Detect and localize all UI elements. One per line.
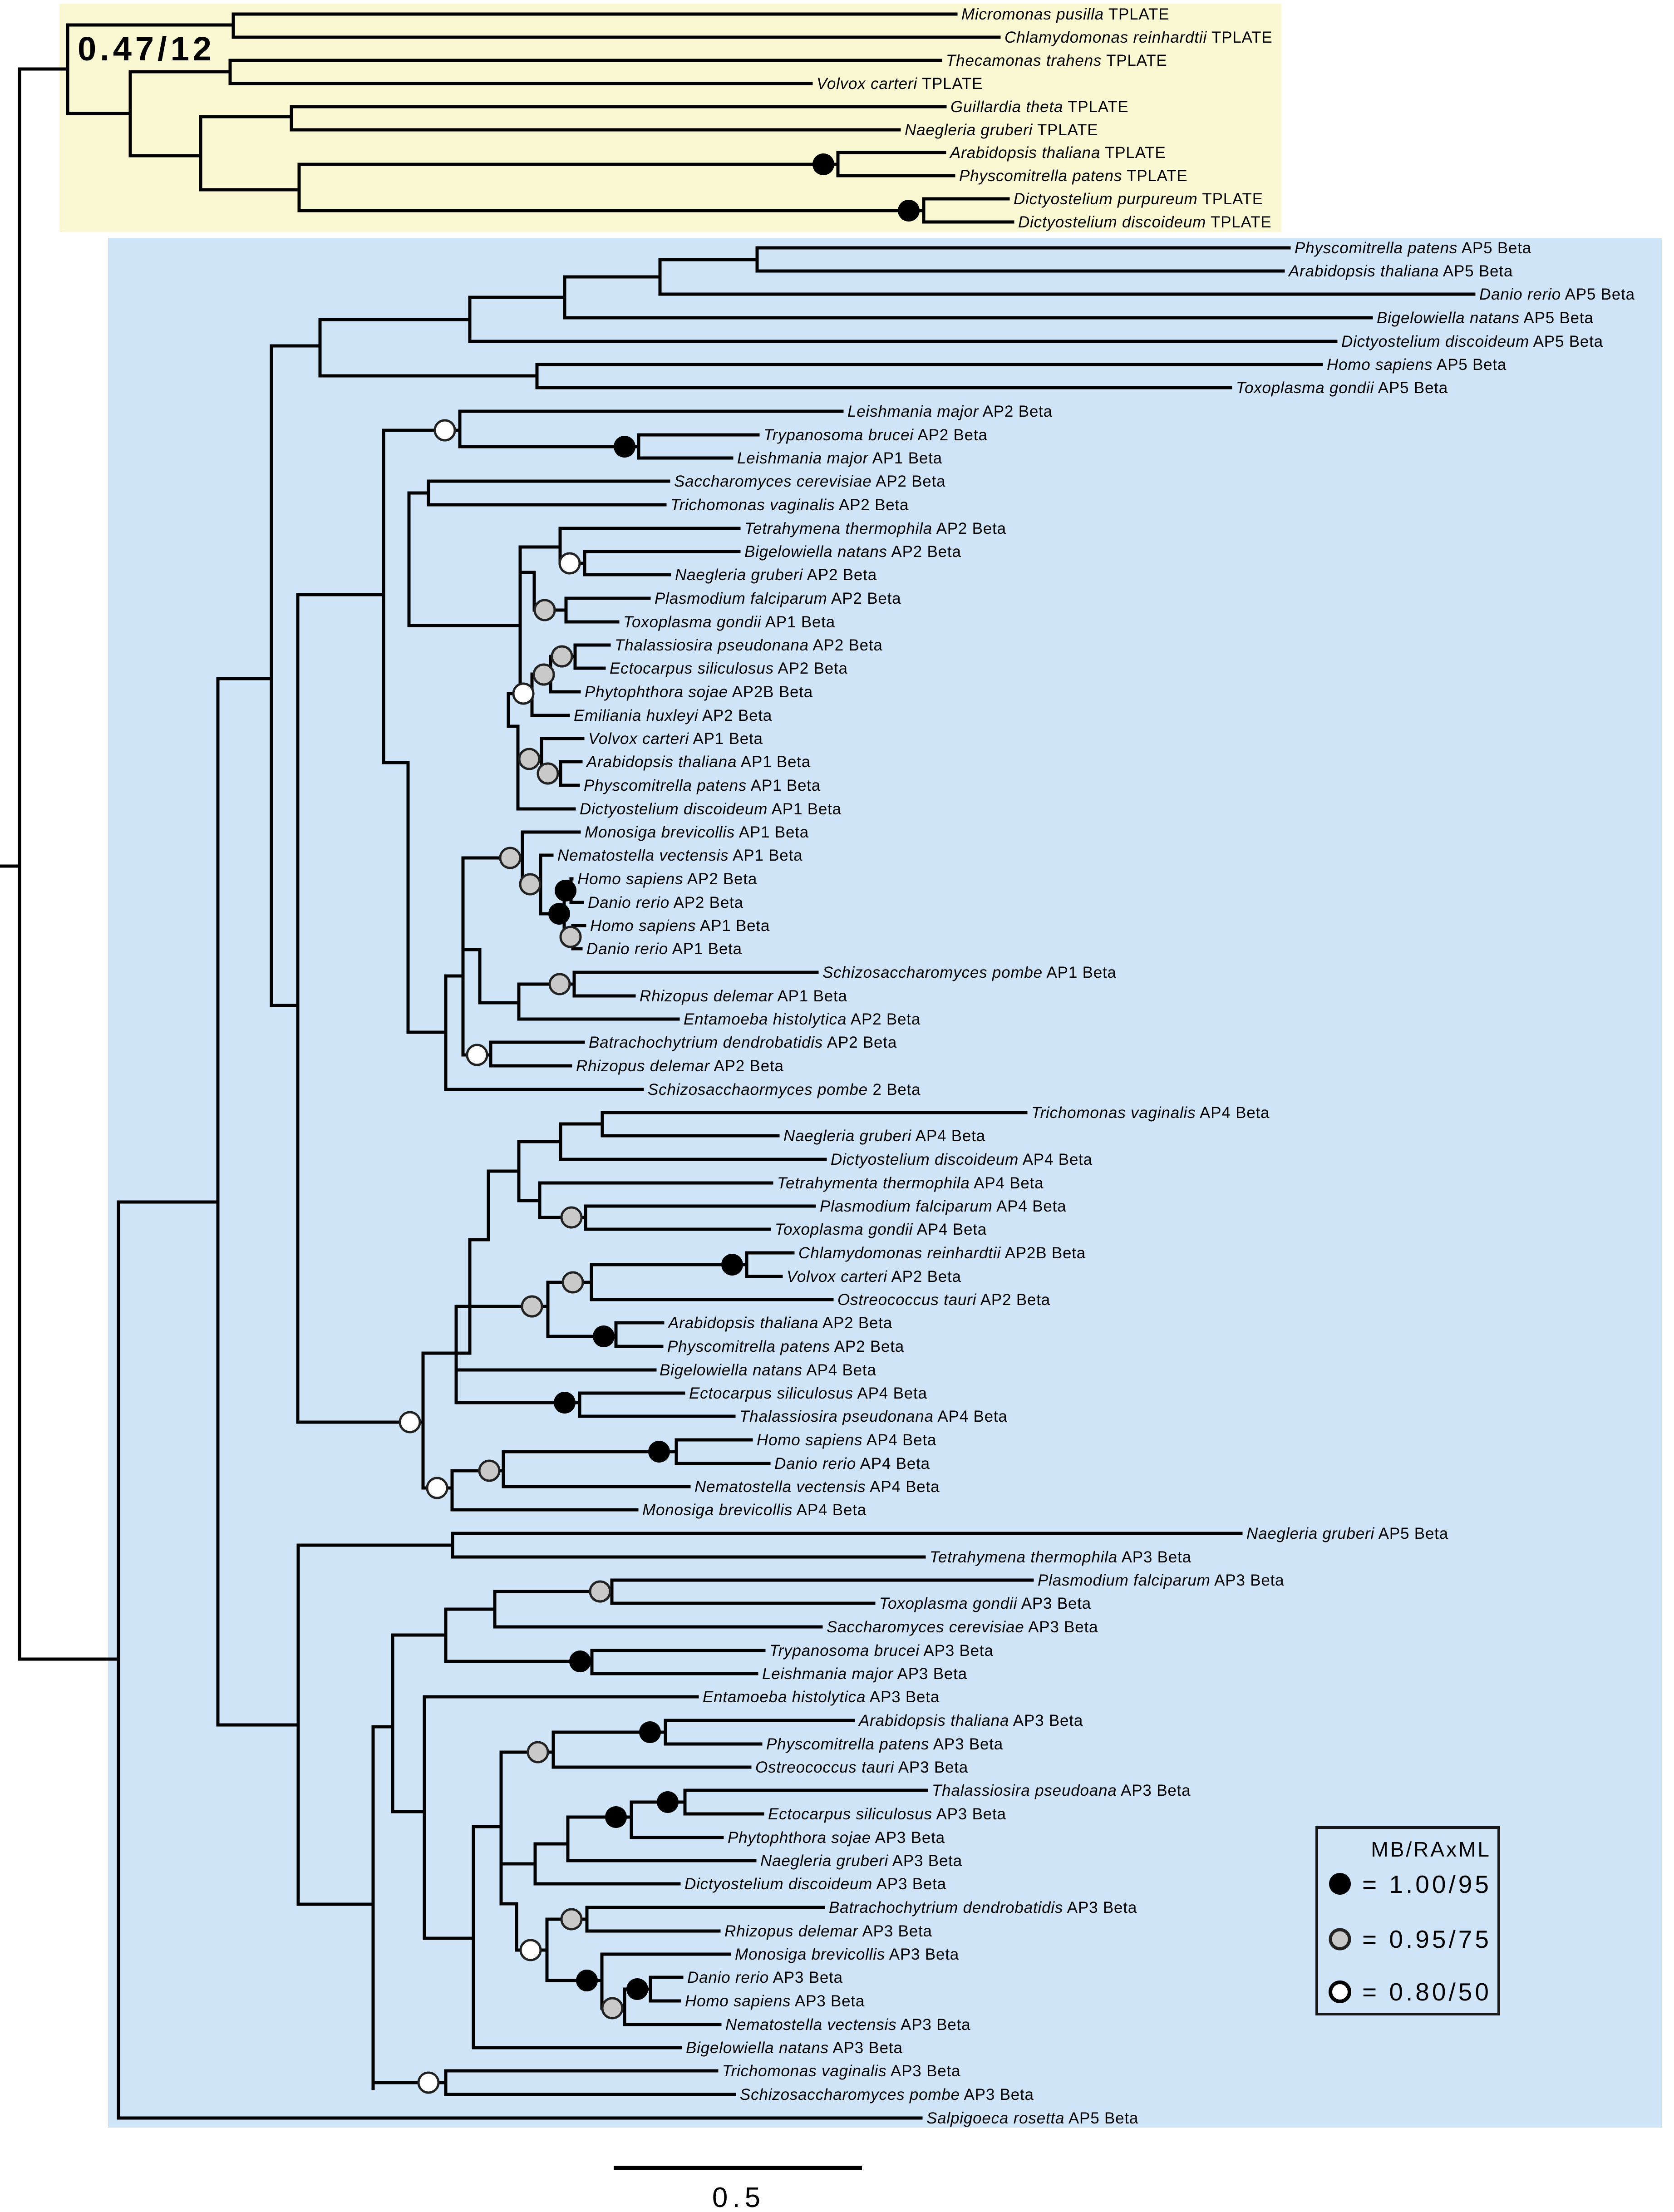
svg-text:Arabidopsis thaliana AP5 Beta: Arabidopsis thaliana AP5 Beta: [1288, 262, 1513, 280]
svg-text:Thecamonas trahens TPLATE: Thecamonas trahens TPLATE: [946, 52, 1167, 69]
svg-text:Bigelowiella natans AP5 Beta: Bigelowiella natans AP5 Beta: [1377, 309, 1594, 327]
svg-text:Dictyostelium discoideum AP3 B: Dictyostelium discoideum AP3 Beta: [684, 1875, 946, 1893]
svg-text:Danio rerio AP3 Beta: Danio rerio AP3 Beta: [687, 1969, 843, 1986]
svg-text:Danio rerio AP5 Beta: Danio rerio AP5 Beta: [1479, 286, 1635, 303]
svg-text:Naegleria gruberi AP5 Beta: Naegleria gruberi AP5 Beta: [1246, 1525, 1448, 1542]
svg-text:Nematostella vectensis AP1 Bet: Nematostella vectensis AP1 Beta: [557, 847, 803, 864]
svg-text:Danio rerio AP2 Beta: Danio rerio AP2 Beta: [588, 894, 743, 911]
svg-text:Phytophthora sojae AP2B Beta: Phytophthora sojae AP2B Beta: [585, 683, 813, 701]
svg-text:Bigelowiella natans AP2 Beta: Bigelowiella natans AP2 Beta: [744, 543, 961, 561]
svg-text:Naegleria gruberi AP4 Beta: Naegleria gruberi AP4 Beta: [783, 1127, 985, 1145]
svg-text:Volvox carteri TPLATE: Volvox carteri TPLATE: [817, 75, 983, 93]
svg-text:Arabidopsis thaliana AP1 Beta: Arabidopsis thaliana AP1 Beta: [586, 753, 811, 771]
svg-text:Trypanosoma brucei AP3 Beta: Trypanosoma brucei AP3 Beta: [769, 1642, 994, 1660]
svg-text:Entamoeba histolytica AP2 Beta: Entamoeba histolytica AP2 Beta: [684, 1010, 921, 1028]
svg-text:Emiliania huxleyi AP2 Beta: Emiliania huxleyi AP2 Beta: [574, 707, 772, 724]
svg-text:Homo sapiens AP5 Beta: Homo sapiens AP5 Beta: [1327, 356, 1507, 374]
svg-text:Dictyostelium discoideum AP1 B: Dictyostelium discoideum AP1 Beta: [580, 800, 842, 818]
svg-text:Homo sapiens AP2 Beta: Homo sapiens AP2 Beta: [577, 870, 757, 888]
svg-text:Thalassiosira pseudoana AP3 Be: Thalassiosira pseudoana AP3 Beta: [932, 1782, 1191, 1799]
svg-text:Arabidopsis thaliana AP3 Beta: Arabidopsis thaliana AP3 Beta: [858, 1712, 1083, 1729]
svg-text:Ectocarpus siliculosus AP2 Bet: Ectocarpus siliculosus AP2 Beta: [610, 660, 848, 677]
svg-text:0.5: 0.5: [712, 2182, 765, 2212]
svg-text:Ectocarpus siliculosus AP4 Bet: Ectocarpus siliculosus AP4 Beta: [689, 1384, 927, 1402]
svg-text:Batrachochytrium dendrobatidis: Batrachochytrium dendrobatidis AP2 Beta: [589, 1034, 897, 1051]
svg-text:= 1.00/95: = 1.00/95: [1362, 1870, 1492, 1898]
svg-text:Naegleria gruberi AP3 Beta: Naegleria gruberi AP3 Beta: [760, 1852, 962, 1870]
svg-text:Dictyostelium purpureum TPLATE: Dictyostelium purpureum TPLATE: [1014, 190, 1263, 208]
svg-text:0.47/12: 0.47/12: [78, 30, 215, 68]
svg-text:Thalassiosira pseudonana AP2 B: Thalassiosira pseudonana AP2 Beta: [615, 636, 883, 654]
svg-text:Naegleria gruberi AP2 Beta: Naegleria gruberi AP2 Beta: [675, 566, 877, 584]
svg-text:Danio rerio AP4 Beta: Danio rerio AP4 Beta: [774, 1455, 930, 1473]
svg-text:Plasmodium falciparum AP2 Beta: Plasmodium falciparum AP2 Beta: [655, 590, 901, 607]
svg-text:Arabidopsis thaliana AP2 Beta: Arabidopsis thaliana AP2 Beta: [667, 1314, 892, 1332]
svg-text:Ectocarpus siliculosus AP3 Bet: Ectocarpus siliculosus AP3 Beta: [768, 1805, 1006, 1823]
svg-text:Trichomonas vaginalis AP3 Beta: Trichomonas vaginalis AP3 Beta: [722, 2062, 960, 2080]
svg-text:Monosiga brevicollis AP1 Beta: Monosiga brevicollis AP1 Beta: [585, 823, 809, 841]
svg-text:Homo sapiens AP3 Beta: Homo sapiens AP3 Beta: [685, 1992, 865, 2010]
svg-text:Saccharomyces cerevisiae AP2 B: Saccharomyces cerevisiae AP2 Beta: [674, 473, 945, 490]
svg-text:Chlamydomonas reinhardtii TPLA: Chlamydomonas reinhardtii TPLATE: [1004, 29, 1272, 46]
svg-text:Ostreococcus tauri AP3 Beta: Ostreococcus tauri AP3 Beta: [755, 1759, 968, 1776]
svg-text:Physcomitrella patens TPLATE: Physcomitrella patens TPLATE: [959, 167, 1188, 185]
svg-text:Dictyostelium discoideum AP5 B: Dictyostelium discoideum AP5 Beta: [1341, 333, 1603, 350]
svg-text:Phytophthora sojae AP3 Beta: Phytophthora sojae AP3 Beta: [728, 1829, 945, 1847]
svg-text:Toxoplasma gondii AP5 Beta: Toxoplasma gondii AP5 Beta: [1236, 379, 1448, 397]
svg-text:Trypanosoma brucei AP2 Beta: Trypanosoma brucei AP2 Beta: [763, 426, 988, 444]
svg-text:Volvox carteri AP1 Beta: Volvox carteri AP1 Beta: [588, 730, 763, 748]
svg-text:Rhizopus delemar AP1 Beta: Rhizopus delemar AP1 Beta: [640, 987, 847, 1005]
svg-text:Monosiga brevicollis AP3 Beta: Monosiga brevicollis AP3 Beta: [735, 1946, 959, 1963]
svg-text:= 0.80/50: = 0.80/50: [1362, 1978, 1492, 2006]
svg-text:Chlamydomonas reinhardtii AP2B: Chlamydomonas reinhardtii AP2B Beta: [798, 1244, 1086, 1262]
svg-text:Saccharomyces cerevisiae AP3 B: Saccharomyces cerevisiae AP3 Beta: [827, 1618, 1098, 1636]
svg-text:Nematostella vectensis AP3 Bet: Nematostella vectensis AP3 Beta: [725, 2016, 970, 2034]
svg-text:Physcomitrella patens AP1 Beta: Physcomitrella patens AP1 Beta: [584, 777, 821, 794]
svg-text:Guillardia theta TPLATE: Guillardia theta TPLATE: [950, 98, 1129, 116]
svg-text:Micromonas pusilla TPLATE: Micromonas pusilla TPLATE: [961, 5, 1169, 23]
svg-text:Volvox carteri AP2 Beta: Volvox carteri AP2 Beta: [787, 1268, 961, 1286]
svg-text:Tetrahymena thermophila AP3 Be: Tetrahymena thermophila AP3 Beta: [930, 1548, 1191, 1566]
svg-text:Danio rerio AP1 Beta: Danio rerio AP1 Beta: [586, 940, 742, 958]
svg-text:Toxoplasma gondii AP4 Beta: Toxoplasma gondii AP4 Beta: [775, 1221, 987, 1238]
svg-text:Leishmania major AP3 Beta: Leishmania major AP3 Beta: [762, 1665, 967, 1683]
svg-text:Plasmodium falciparum AP3 Beta: Plasmodium falciparum AP3 Beta: [1038, 1572, 1284, 1589]
svg-text:Trichomonas vaginalis AP2 Beta: Trichomonas vaginalis AP2 Beta: [670, 496, 909, 514]
svg-text:Schizosaccharomyces pombe AP1: Schizosaccharomyces pombe AP1 Beta: [822, 964, 1117, 981]
svg-text:Rhizopus delemar AP3 Beta: Rhizopus delemar AP3 Beta: [724, 1922, 932, 1940]
svg-text:Physcomitrella patens AP5 Beta: Physcomitrella patens AP5 Beta: [1295, 239, 1531, 257]
svg-text:Thalassiosira pseudonana AP4 B: Thalassiosira pseudonana AP4 Beta: [739, 1408, 1008, 1425]
svg-text:Ostreococcus tauri AP2 Beta: Ostreococcus tauri AP2 Beta: [837, 1291, 1050, 1309]
svg-text:Naegleria gruberi TPLATE: Naegleria gruberi TPLATE: [905, 121, 1098, 139]
svg-text:Bigelowiella natans AP4 Beta: Bigelowiella natans AP4 Beta: [660, 1361, 876, 1379]
svg-text:Leishmania major AP1 Beta: Leishmania major AP1 Beta: [737, 449, 942, 467]
svg-text:Batrachochytrium dendrobatidis: Batrachochytrium dendrobatidis AP3 Beta: [829, 1899, 1137, 1916]
svg-text:Rhizopus delemar AP2 Beta: Rhizopus delemar AP2 Beta: [576, 1057, 784, 1075]
svg-text:Dictyostelium discoideum AP4 B: Dictyostelium discoideum AP4 Beta: [831, 1151, 1093, 1168]
svg-text:Schizosaccharomyces pombe AP3: Schizosaccharomyces pombe AP3 Beta: [740, 2086, 1034, 2104]
svg-text:Dictyostelium discoideum TPLAT: Dictyostelium discoideum TPLATE: [1018, 213, 1271, 231]
svg-text:Physcomitrella patens AP2 Beta: Physcomitrella patens AP2 Beta: [667, 1338, 904, 1355]
svg-text:Toxoplasma gondii AP1 Beta: Toxoplasma gondii AP1 Beta: [623, 613, 835, 631]
svg-text:Homo sapiens AP1 Beta: Homo sapiens AP1 Beta: [590, 917, 770, 935]
svg-text:Schizosacchaormyces pombe 2 Be: Schizosacchaormyces pombe 2 Beta: [648, 1081, 921, 1099]
svg-text:Monosiga brevicollis AP4 Beta: Monosiga brevicollis AP4 Beta: [642, 1501, 867, 1519]
svg-text:Nematostella vectensis AP4 Bet: Nematostella vectensis AP4 Beta: [694, 1478, 940, 1496]
svg-text:Tetrahymena thermophila AP2 Be: Tetrahymena thermophila AP2 Beta: [744, 520, 1006, 537]
svg-text:Plasmodium falciparum AP4 Beta: Plasmodium falciparum AP4 Beta: [820, 1197, 1066, 1215]
svg-text:Tetrahymenta thermophila AP4 B: Tetrahymenta thermophila AP4 Beta: [777, 1174, 1044, 1192]
svg-text:Bigelowiella natans AP3 Beta: Bigelowiella natans AP3 Beta: [686, 2039, 903, 2057]
svg-text:Physcomitrella patens AP3 Beta: Physcomitrella patens AP3 Beta: [766, 1735, 1003, 1753]
svg-text:= 0.95/75: = 0.95/75: [1362, 1925, 1492, 1953]
svg-text:Salpigoeca rosetta AP5 Beta: Salpigoeca rosetta AP5 Beta: [926, 2109, 1138, 2127]
svg-text:Trichomonas vaginalis AP4 Beta: Trichomonas vaginalis AP4 Beta: [1031, 1104, 1270, 1122]
svg-text:Homo sapiens AP4 Beta: Homo sapiens AP4 Beta: [757, 1431, 936, 1449]
svg-text:Entamoeba histolytica AP3 Beta: Entamoeba histolytica AP3 Beta: [703, 1688, 940, 1706]
svg-text:Arabidopsis thaliana TPLATE: Arabidopsis thaliana TPLATE: [949, 144, 1166, 162]
svg-text:Leishmania major AP2 Beta: Leishmania major AP2 Beta: [847, 403, 1053, 420]
svg-text:Toxoplasma gondii AP3 Beta: Toxoplasma gondii AP3 Beta: [879, 1595, 1091, 1612]
svg-text:MB/RAxML: MB/RAxML: [1371, 1838, 1491, 1861]
